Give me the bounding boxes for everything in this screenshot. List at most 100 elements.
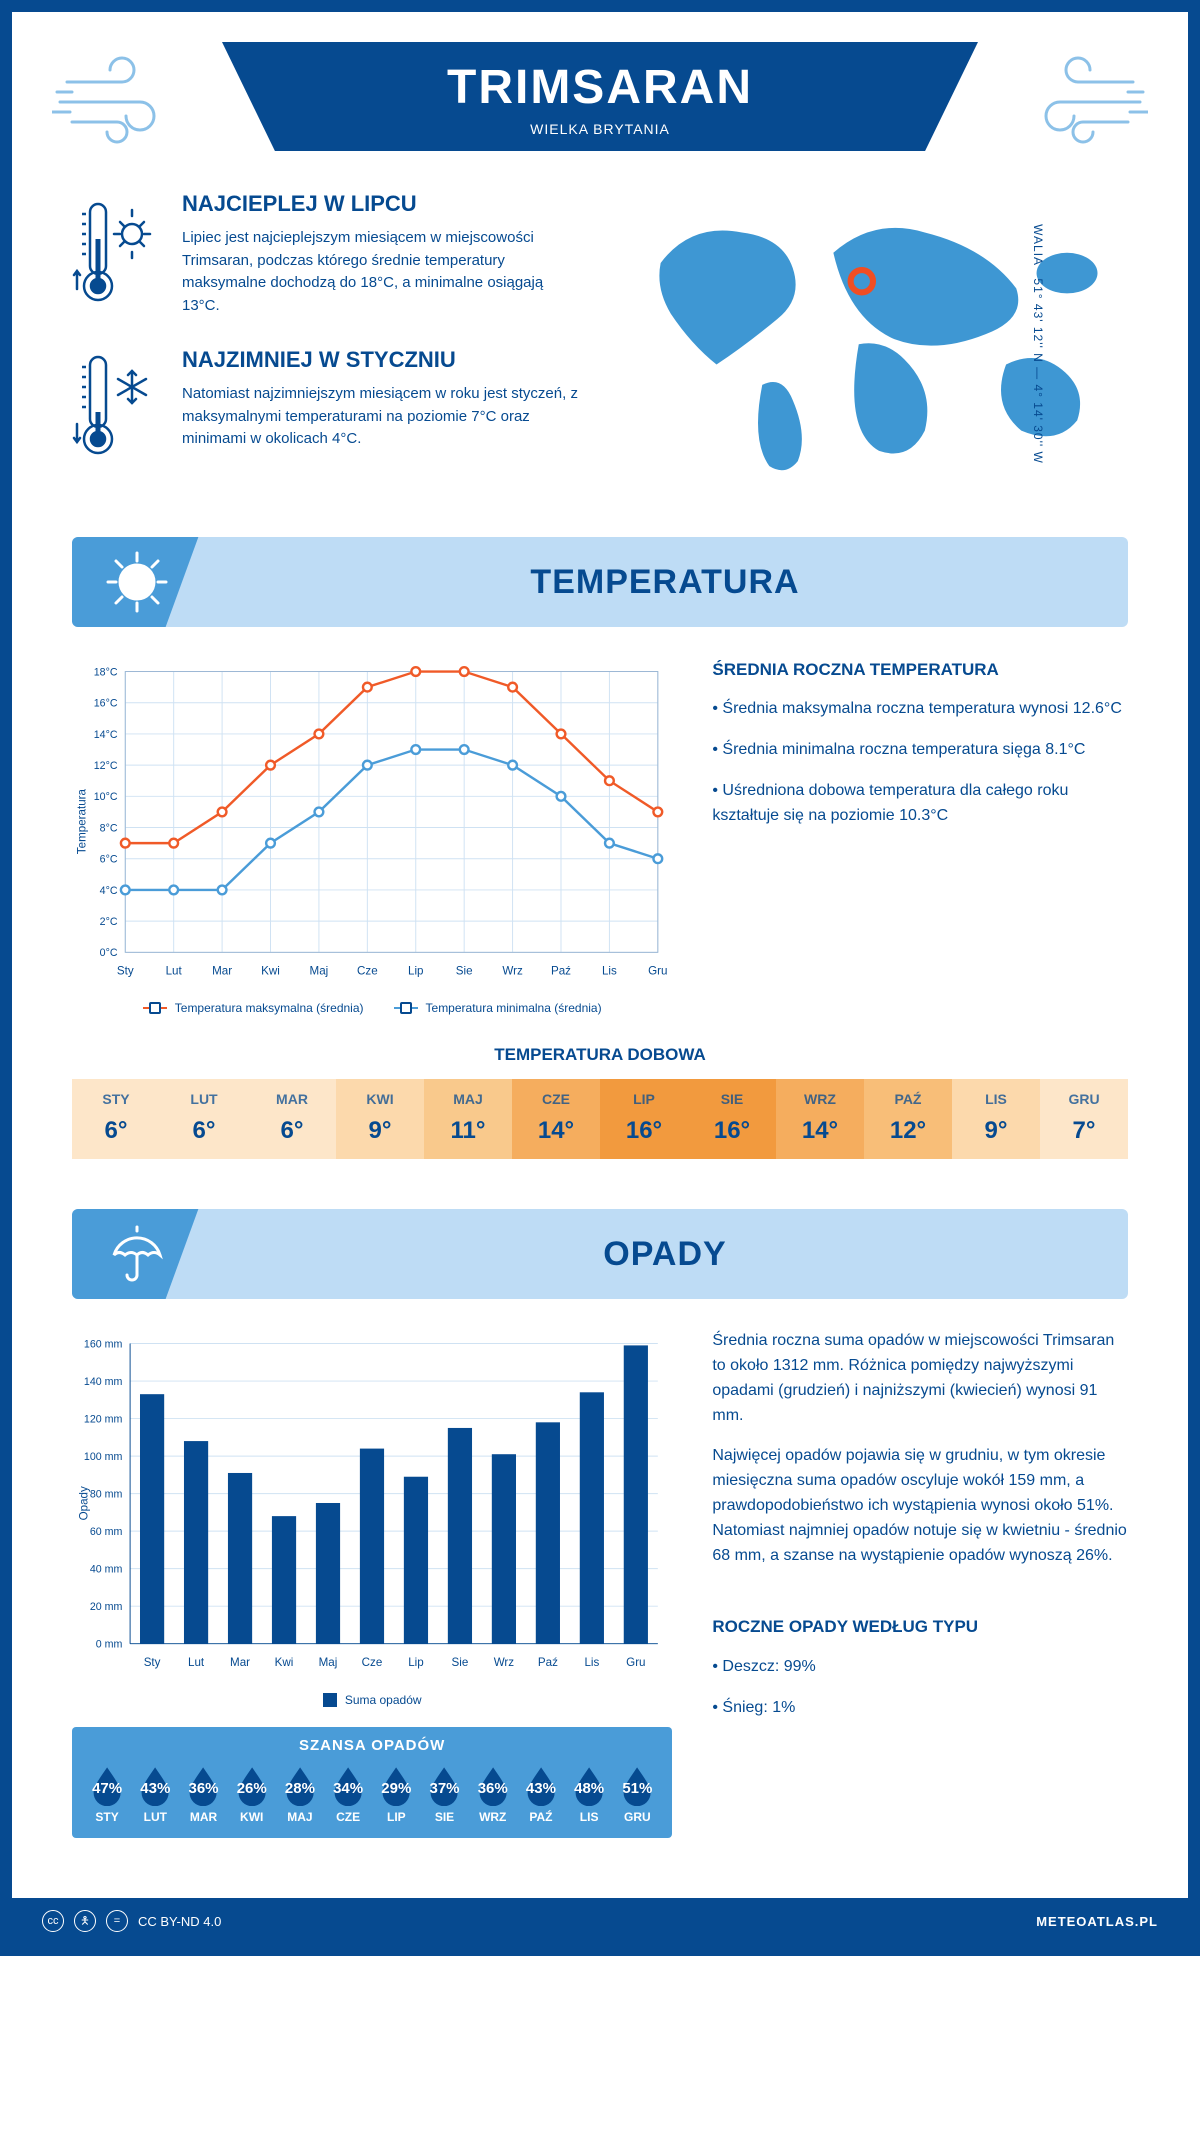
svg-text:140 mm: 140 mm <box>84 1376 123 1388</box>
thermometer-hot-icon <box>72 191 162 317</box>
svg-text:8°C: 8°C <box>100 822 118 834</box>
rain-chance-cell: 43%PAŹ <box>520 1764 562 1824</box>
svg-text:0 mm: 0 mm <box>96 1639 123 1651</box>
rain-chance-cell: 36%MAR <box>182 1764 224 1824</box>
location-title: TRIMSARAN <box>302 60 898 115</box>
cc-icon: cc <box>42 1910 64 1932</box>
svg-text:Lip: Lip <box>408 965 424 978</box>
rain-chance-cell: 47%STY <box>86 1764 128 1824</box>
site-label: METEOATLAS.PL <box>1036 1914 1158 1929</box>
svg-text:40 mm: 40 mm <box>90 1564 123 1576</box>
rain-section-header: OPADY <box>72 1209 1128 1299</box>
svg-text:120 mm: 120 mm <box>84 1414 123 1426</box>
svg-text:14°C: 14°C <box>94 729 118 741</box>
svg-text:Kwi: Kwi <box>275 1656 294 1669</box>
svg-text:160 mm: 160 mm <box>84 1339 123 1351</box>
svg-text:Gru: Gru <box>648 965 667 978</box>
svg-text:Mar: Mar <box>230 1656 250 1669</box>
warmest-block: NAJCIEPLEJ W LIPCU Lipiec jest najcieple… <box>72 191 580 317</box>
rain-chance-cell: 36%WRZ <box>472 1764 514 1824</box>
svg-text:Wrz: Wrz <box>494 1656 515 1669</box>
svg-text:Sty: Sty <box>144 1656 161 1669</box>
rain-chance-cell: 34%CZE <box>327 1764 369 1824</box>
daily-temp-cell: SIE16° <box>688 1079 776 1159</box>
sun-icon <box>102 547 172 617</box>
daily-temp-cell: STY6° <box>72 1079 160 1159</box>
svg-text:Sie: Sie <box>452 1656 469 1669</box>
daily-temp-cell: PAŹ12° <box>864 1079 952 1159</box>
temperature-title: TEMPERATURA <box>202 563 1128 602</box>
svg-text:60 mm: 60 mm <box>90 1526 123 1538</box>
daily-temp-cell: LIP16° <box>600 1079 688 1159</box>
warmest-text: Lipiec jest najcieplejszym miesiącem w m… <box>182 227 580 317</box>
svg-text:Lip: Lip <box>408 1656 424 1669</box>
rain-chance-title: SZANSA OPADÓW <box>86 1737 658 1754</box>
avg-temp-bullet: • Średnia maksymalna roczna temperatura … <box>712 697 1128 722</box>
daily-temp-cell: LUT6° <box>160 1079 248 1159</box>
rain-chance-cell: 28%MAJ <box>279 1764 321 1824</box>
svg-text:Maj: Maj <box>319 1656 338 1669</box>
coldest-text: Natomiast najzimniejszym miesiącem w rok… <box>182 383 580 451</box>
avg-temp-title: ŚREDNIA ROCZNA TEMPERATURA <box>712 657 1128 683</box>
rain-bar-chart: 0 mm 20 mm 40 mm 60 mm 80 mm 100 mm 120 mm 140 … <box>72 1329 672 1678</box>
svg-text:12°C: 12°C <box>94 760 118 772</box>
umbrella-icon <box>102 1219 172 1289</box>
svg-text:Kwi: Kwi <box>261 965 280 978</box>
nd-icon: = <box>106 1910 128 1932</box>
svg-text:Lis: Lis <box>584 1656 599 1669</box>
svg-text:Sie: Sie <box>456 965 473 978</box>
svg-text:Mar: Mar <box>212 965 232 978</box>
rain-type-title: ROCZNE OPADY WEDŁUG TYPU <box>712 1614 1128 1640</box>
svg-text:6°C: 6°C <box>100 854 118 866</box>
coldest-block: NAJZIMNIEJ W STYCZNIU Natomiast najzimni… <box>72 347 580 467</box>
svg-text:0°C: 0°C <box>100 947 118 959</box>
rain-chance-box: SZANSA OPADÓW 47%STY43%LUT36%MAR26%KWI28… <box>72 1727 672 1838</box>
svg-text:Paź: Paź <box>538 1656 558 1669</box>
svg-text:Paź: Paź <box>551 965 571 978</box>
page-header: TRIMSARAN WIELKA BRYTANIA <box>12 12 1188 171</box>
svg-text:Lut: Lut <box>188 1656 205 1669</box>
rain-chance-cell: 26%KWI <box>231 1764 273 1824</box>
svg-text:Maj: Maj <box>310 965 329 978</box>
daily-temp-cell: LIS9° <box>952 1079 1040 1159</box>
svg-text:80 mm: 80 mm <box>90 1489 123 1501</box>
svg-text:Cze: Cze <box>357 965 378 978</box>
temperature-line-chart: 0°C2°C4°C6°C8°C10°C12°C14°C16°C18°CStyLu… <box>72 657 672 986</box>
svg-text:18°C: 18°C <box>94 666 118 678</box>
svg-text:Temperatura: Temperatura <box>76 788 89 854</box>
rain-para: Średnia roczna suma opadów w miejscowośc… <box>712 1329 1128 1428</box>
svg-text:Sty: Sty <box>117 965 134 978</box>
location-subtitle: WIELKA BRYTANIA <box>302 121 898 137</box>
rain-para: Najwięcej opadów pojawia się w grudniu, … <box>712 1444 1128 1568</box>
daily-temp-strip: STY6°LUT6°MAR6°KWI9°MAJ11°CZE14°LIP16°SI… <box>72 1079 1128 1159</box>
daily-temp-cell: CZE14° <box>512 1079 600 1159</box>
svg-text:16°C: 16°C <box>94 698 118 710</box>
rain-legend: Suma opadów <box>72 1693 672 1707</box>
svg-text:Lis: Lis <box>602 965 617 978</box>
svg-text:20 mm: 20 mm <box>90 1601 123 1613</box>
title-banner: TRIMSARAN WIELKA BRYTANIA <box>222 42 978 151</box>
daily-temp-cell: MAR6° <box>248 1079 336 1159</box>
coldest-title: NAJZIMNIEJ W STYCZNIU <box>182 347 580 373</box>
avg-temp-bullet: • Uśredniona dobowa temperatura dla całe… <box>712 779 1128 829</box>
svg-text:4°C: 4°C <box>100 885 118 897</box>
svg-text:Wrz: Wrz <box>502 965 523 978</box>
rain-type-item: • Deszcz: 99% <box>712 1655 1128 1680</box>
temperature-section-header: TEMPERATURA <box>72 537 1128 627</box>
daily-temp-cell: KWI9° <box>336 1079 424 1159</box>
daily-temp-cell: MAJ11° <box>424 1079 512 1159</box>
coordinates-label: WALIA 51° 43' 12'' N — 4° 14' 30'' W <box>1031 224 1045 464</box>
wind-icon <box>1008 47 1148 147</box>
wind-icon <box>52 47 192 147</box>
temperature-legend: Temperatura maksymalna (średnia) Tempera… <box>72 1001 672 1015</box>
svg-text:2°C: 2°C <box>100 916 118 928</box>
rain-chance-cell: 48%LIS <box>568 1764 610 1824</box>
avg-temp-bullet: • Średnia minimalna roczna temperatura s… <box>712 738 1128 763</box>
svg-text:100 mm: 100 mm <box>84 1451 123 1463</box>
rain-type-item: • Śnieg: 1% <box>712 1696 1128 1721</box>
rain-chance-cell: 51%GRU <box>616 1764 658 1824</box>
thermometer-cold-icon <box>72 347 162 467</box>
rain-chance-cell: 29%LIP <box>375 1764 417 1824</box>
license-label: CC BY-ND 4.0 <box>138 1914 221 1929</box>
svg-text:10°C: 10°C <box>94 791 118 803</box>
